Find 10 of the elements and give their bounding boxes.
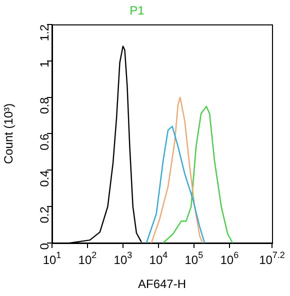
y-tick-label: 0: [37, 242, 52, 250]
y-axis-title: Count (10³): [2, 103, 16, 164]
chart-title: P1: [130, 4, 145, 18]
y-tick-label: 0.6: [37, 133, 52, 150]
y-tick-label: 0.4: [37, 170, 52, 187]
y-tick-label: 0.2: [37, 206, 52, 224]
y-tick-label: 0.8: [37, 96, 52, 114]
y-tick-label: 1: [37, 60, 52, 68]
x-axis-title: AF647-H: [138, 277, 186, 292]
y-tick-label: 1.2: [37, 24, 52, 42]
